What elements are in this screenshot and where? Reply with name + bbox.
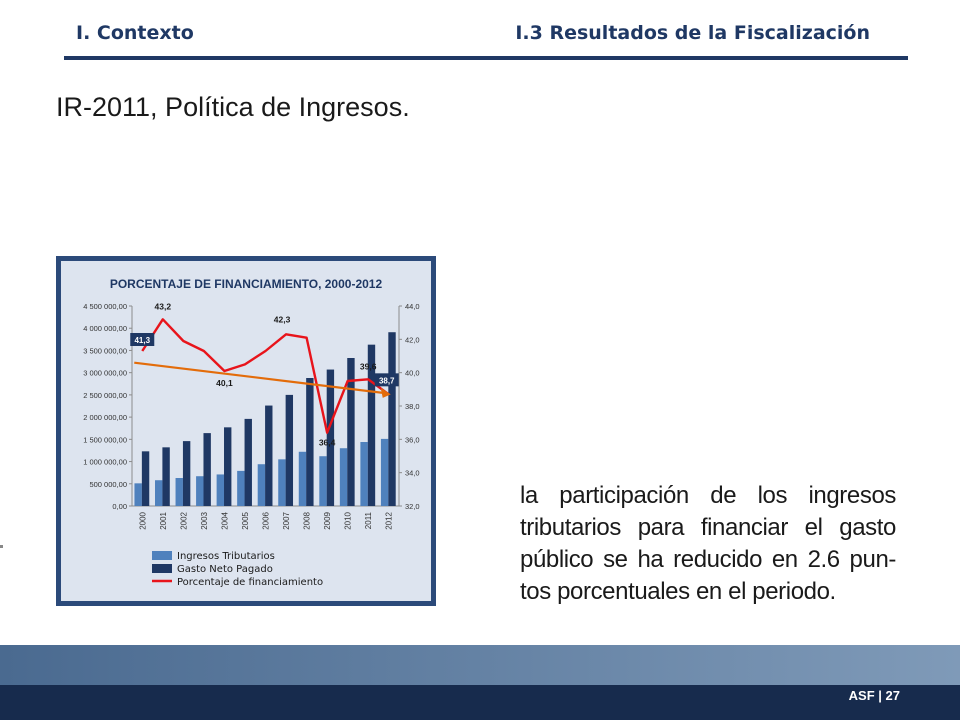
left-axis-tick-label: 1 000 000,00 xyxy=(83,458,127,467)
header-divider xyxy=(64,56,908,60)
bar-gasto-neto-pagado xyxy=(141,451,150,506)
chart-title: PORCENTAJE DE FINANCIAMIENTO, 2000-2012 xyxy=(110,277,383,291)
bar-ingresos-tributarios xyxy=(257,464,266,506)
bar-gasto-neto-pagado xyxy=(265,405,273,506)
x-tick-label: 2009 xyxy=(323,511,332,529)
slide-marker xyxy=(0,545,3,548)
legend-label: Ingresos Tributarios xyxy=(177,551,275,562)
left-axis-tick-label: 3 000 000,00 xyxy=(83,369,127,378)
x-tick-label: 2011 xyxy=(364,511,373,529)
section-title: I. Contexto xyxy=(76,22,194,44)
x-tick-label: 2002 xyxy=(179,511,188,529)
bar-gasto-neto-pagado xyxy=(244,418,252,506)
legend-label: Gasto Neto Pagado xyxy=(177,564,273,575)
x-tick-label: 2000 xyxy=(138,511,147,529)
trend-arrow-head xyxy=(380,387,391,398)
right-axis-tick-label: 32,0 xyxy=(405,502,420,511)
left-axis-tick-label: 2 000 000,00 xyxy=(83,413,127,422)
bar-ingresos-tributarios xyxy=(155,480,163,506)
right-axis-tick-label: 44,0 xyxy=(405,302,420,311)
footer-band-dark xyxy=(0,685,960,720)
bar-gasto-neto-pagado xyxy=(224,427,232,506)
data-label-box xyxy=(374,373,399,387)
bar-ingresos-tributarios xyxy=(278,459,286,506)
footer-page-number: ASF | 27 xyxy=(849,688,900,703)
bar-ingresos-tributarios xyxy=(339,448,348,506)
right-axis-tick-label: 34,0 xyxy=(405,469,420,478)
bar-ingresos-tributarios xyxy=(216,474,225,506)
data-label: 36,4 xyxy=(319,438,336,448)
bar-gasto-neto-pagado xyxy=(367,344,376,506)
left-axis-tick-label: 4 500 000,00 xyxy=(83,302,127,311)
bar-ingresos-tributarios xyxy=(237,470,245,506)
right-axis-tick-label: 38,0 xyxy=(405,402,420,411)
trend-arrow-line xyxy=(134,361,383,394)
left-axis-tick-label: 2 500 000,00 xyxy=(83,391,127,400)
bar-ingresos-tributarios xyxy=(175,478,183,506)
bar-ingresos-tributarios xyxy=(360,442,368,506)
porcentaje-line xyxy=(141,318,390,434)
bar-gasto-neto-pagado xyxy=(347,358,355,506)
bar-gasto-neto-pagado xyxy=(182,441,191,506)
x-tick-label: 2012 xyxy=(385,511,394,529)
bar-gasto-neto-pagado xyxy=(285,394,294,506)
footer-band-light xyxy=(0,645,960,685)
bar-gasto-neto-pagado xyxy=(203,433,211,506)
body-text: la participación de los ingresos tributa… xyxy=(520,482,896,605)
x-tick-label: 2007 xyxy=(282,511,291,529)
bar-ingresos-tributarios xyxy=(196,476,204,506)
bar-ingresos-tributarios xyxy=(298,451,307,506)
legend-swatch-ingresos xyxy=(152,551,172,560)
legend-swatch-gasto xyxy=(152,564,172,573)
x-tick-label: 2006 xyxy=(262,511,271,529)
data-label: 38,7 xyxy=(379,376,395,385)
data-label: 40,1 xyxy=(216,378,233,388)
data-label: 42,3 xyxy=(274,314,291,324)
footer-label: ASF xyxy=(848,688,875,703)
bar-gasto-neto-pagado xyxy=(306,378,314,506)
x-tick-label: 2005 xyxy=(241,511,250,529)
x-tick-label: 2003 xyxy=(200,511,209,529)
left-axis-tick-label: 0,00 xyxy=(112,502,127,511)
x-tick-label: 2008 xyxy=(303,511,312,529)
financing-chart: PORCENTAJE DE FINANCIAMIENTO, 2000-2012 0… xyxy=(83,277,420,588)
bar-gasto-neto-pagado xyxy=(326,369,335,506)
data-label-box xyxy=(130,333,155,346)
bar-ingresos-tributarios xyxy=(380,438,389,506)
left-axis-tick-label: 4 000 000,00 xyxy=(83,324,127,333)
bar-gasto-neto-pagado xyxy=(162,447,170,506)
bar-gasto-neto-pagado xyxy=(388,332,396,506)
bar-ingresos-tributarios xyxy=(319,456,327,506)
page-number: 27 xyxy=(885,688,900,703)
footer-separator: | xyxy=(878,688,882,703)
x-tick-label: 2001 xyxy=(159,511,168,529)
right-axis-tick-label: 40,0 xyxy=(405,369,420,378)
data-label: 41,3 xyxy=(134,336,150,345)
data-label: 43,2 xyxy=(155,301,172,311)
chart-panel: PORCENTAJE DE FINANCIAMIENTO, 2000-2012 0… xyxy=(56,256,436,606)
page-title: IR-2011, Política de Ingresos. xyxy=(56,92,410,122)
left-axis-tick-label: 500 000,00 xyxy=(89,480,127,489)
data-label: 39,6 xyxy=(360,361,377,371)
legend-label: Porcentaje de financiamiento xyxy=(177,577,323,588)
x-tick-label: 2004 xyxy=(220,511,229,529)
x-tick-label: 2010 xyxy=(344,511,353,529)
right-axis-tick-label: 36,0 xyxy=(405,435,420,444)
left-axis-tick-label: 1 500 000,00 xyxy=(83,435,127,444)
right-axis-tick-label: 42,0 xyxy=(405,335,420,344)
left-axis-tick-label: 3 500 000,00 xyxy=(83,346,127,355)
bar-ingresos-tributarios xyxy=(134,483,142,506)
subsection-title: I.3 Resultados de la Fiscalización xyxy=(515,22,870,44)
